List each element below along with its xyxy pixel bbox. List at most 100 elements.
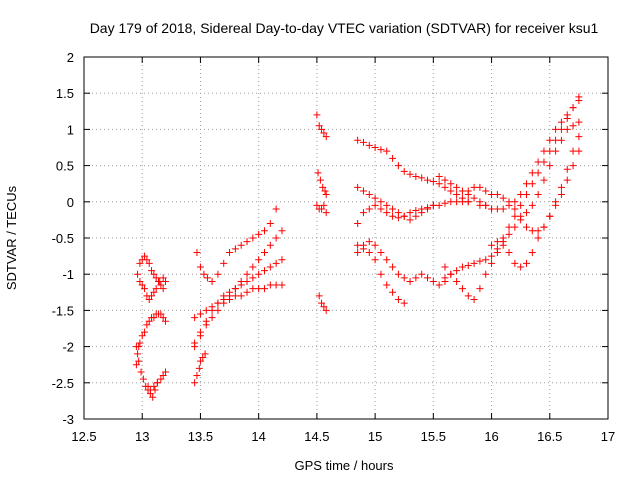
data-point-arc-13.5a xyxy=(278,256,286,264)
x-tick-label: 13.5 xyxy=(188,429,213,444)
data-point-arc-14.5d xyxy=(315,292,323,300)
data-point-arc-16b xyxy=(441,263,449,271)
data-point-arc-16d xyxy=(534,158,542,166)
y-tick-label: -2 xyxy=(62,340,74,355)
data-point-arc-13.5c xyxy=(266,241,274,249)
data-point-arc-15e xyxy=(394,209,402,217)
y-axis-label: SDTVAR / TECUs xyxy=(4,185,19,290)
data-point-arc-16a xyxy=(441,274,449,282)
data-point-arc-13.5c xyxy=(231,285,239,293)
data-point-arc-15e xyxy=(412,212,420,220)
data-point-arc-14.5d xyxy=(318,299,326,307)
data-point-arc-13.5e xyxy=(201,350,209,358)
data-point-arc-14.5a xyxy=(322,133,330,141)
data-point-arc-13.5d xyxy=(231,245,239,253)
x-tick-label: 15 xyxy=(368,429,382,444)
y-tick-label: 1 xyxy=(67,122,74,137)
data-point-arc-16c xyxy=(499,194,507,202)
data-point-arc-13.5c xyxy=(243,270,251,278)
x-tick-label: 16.5 xyxy=(537,429,562,444)
data-point-arc-13a xyxy=(162,317,170,325)
data-point-arc-15e xyxy=(424,205,432,213)
data-point-arc-15d xyxy=(371,241,379,249)
data-point-arc-16e xyxy=(488,241,496,249)
data-point-arc-16a xyxy=(470,259,478,267)
x-tick-label: 12.5 xyxy=(71,429,96,444)
x-axis-ticks: 12.5 13 13.5 14 14.5 15 15.5 16 16.5 17 xyxy=(71,57,615,444)
data-point-arc-14.5c xyxy=(313,201,321,209)
data-point-arc-13d xyxy=(135,357,143,365)
data-point-arc-13a xyxy=(132,361,140,369)
data-point-arc-14.5b xyxy=(316,176,324,184)
data-point-arc-13.5a xyxy=(260,267,268,275)
data-point-arc-13.5c xyxy=(196,332,204,340)
data-point-arc-15a xyxy=(359,138,367,146)
data-point-arc-14.5a xyxy=(313,111,321,119)
data-point-arc-15b xyxy=(359,209,367,217)
x-tick-label: 16 xyxy=(484,429,498,444)
data-point-arc-13d xyxy=(157,375,165,383)
data-point-arc-15c xyxy=(400,299,408,307)
x-axis-label: GPS time / hours xyxy=(295,458,394,473)
data-point-arc-16b xyxy=(476,285,484,293)
data-point-arc-16b xyxy=(505,230,513,238)
data-point-arc-13.5b xyxy=(202,306,210,314)
data-point-arc-16d xyxy=(499,205,507,213)
data-point-arc-16b xyxy=(546,162,554,170)
data-point-arc-13c xyxy=(145,296,153,304)
data-point-arc-16b xyxy=(522,209,530,217)
data-point-arc-13a xyxy=(157,310,165,318)
data-point-arc-14.5a xyxy=(320,129,328,137)
data-point-arc-14.5d xyxy=(320,303,328,311)
data-point-arc-14.5c xyxy=(322,209,330,217)
data-point-arc-13d xyxy=(137,368,145,376)
data-point-arc-15a xyxy=(354,136,362,144)
data-point-arc-13.5a xyxy=(255,270,263,278)
data-point-arc-16b xyxy=(447,270,455,278)
data-point-arc-16e xyxy=(534,234,542,242)
data-point-arc-13b xyxy=(143,256,151,264)
data-point-arc-13.5f xyxy=(196,263,204,271)
data-point-arc-16f xyxy=(482,201,490,209)
data-point-arc-14.5b xyxy=(321,187,329,195)
data-point-arc-15b xyxy=(354,220,362,228)
data-point-arc-15e xyxy=(400,212,408,220)
data-point-arc-13a xyxy=(159,314,167,322)
data-point-arc-15a xyxy=(441,183,449,191)
data-point-arc-13b xyxy=(157,281,165,289)
data-point-arc-16e xyxy=(540,223,548,231)
data-point-arc-15d xyxy=(377,248,385,256)
data-point-arc-13.5b xyxy=(191,314,199,322)
data-point-arc-14.5a xyxy=(315,122,323,130)
data-point-arc-16d xyxy=(522,180,530,188)
data-point-arc-13a xyxy=(143,321,151,329)
data-point-arc-13.5e xyxy=(195,364,203,372)
data-point-arc-13b xyxy=(150,270,158,278)
data-point-arc-13c xyxy=(162,277,170,285)
data-point-arc-14.5b xyxy=(319,183,327,191)
data-point-arc-13.5d xyxy=(249,234,257,242)
data-point-arc-13.5f xyxy=(193,248,201,256)
data-point-arc-15b xyxy=(406,209,414,217)
data-point-arc-16d xyxy=(511,198,519,206)
data-point-arc-16f xyxy=(441,176,449,184)
y-tick-label: 0 xyxy=(67,195,74,210)
data-point-arc-15e xyxy=(371,194,379,202)
data-point-arc-13a xyxy=(150,314,158,322)
data-point-arc-15a xyxy=(418,174,426,182)
data-point-arc-13.5a xyxy=(249,274,257,282)
data-point-arc-13.5b xyxy=(208,303,216,311)
data-point-arc-13d xyxy=(162,368,170,376)
data-point-arc-16f xyxy=(476,198,484,206)
y-axis-ticks: -3 -2.5 -2 -1.5 -1 -0.5 0 0.5 1 1.5 2 xyxy=(52,50,608,427)
data-point-arc-15e xyxy=(377,198,385,206)
data-point-arc-14.5c xyxy=(318,205,326,213)
data-point-arc-16e xyxy=(511,259,519,267)
data-point-arc-16d xyxy=(557,118,565,126)
data-point-arc-13.5b xyxy=(278,281,286,289)
data-point-arc-13.5b xyxy=(196,310,204,318)
data-point-arc-13b xyxy=(141,252,149,260)
data-point-arc-15c xyxy=(371,256,379,264)
data-point-arc-13e xyxy=(144,382,152,390)
